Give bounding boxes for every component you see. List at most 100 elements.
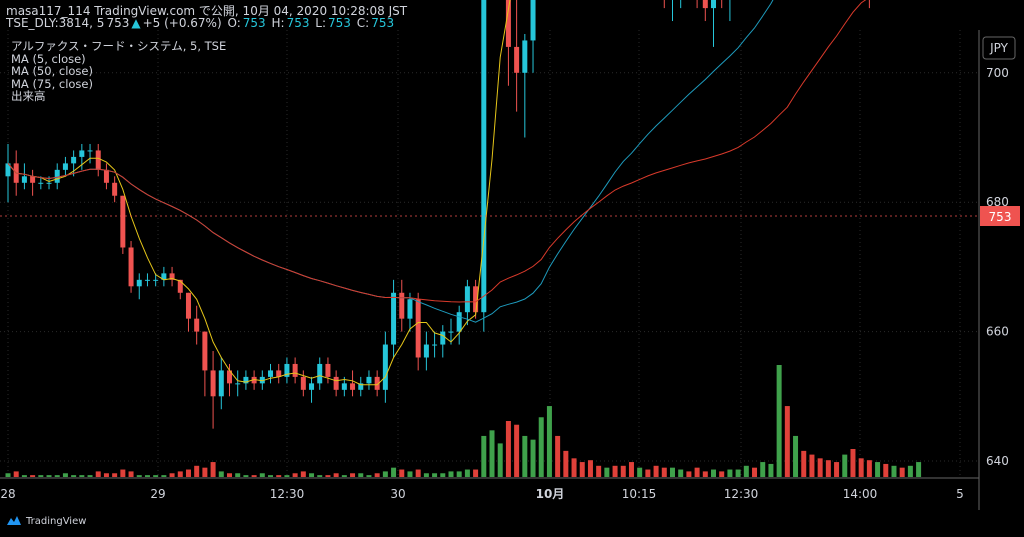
time-tick-label: 12:30 <box>724 487 759 501</box>
candle-body <box>251 376 257 384</box>
volume-bar <box>464 469 470 477</box>
low-label: L: <box>315 16 327 30</box>
volume-bar <box>325 475 331 477</box>
candle-body <box>243 376 249 384</box>
volume-bar <box>563 450 569 477</box>
volume-bar <box>669 467 675 477</box>
candle-body <box>194 318 200 332</box>
volume-bar <box>309 473 315 477</box>
volume-bar <box>571 458 577 477</box>
volume-bar <box>235 473 241 477</box>
candle-body <box>399 292 405 319</box>
candle-body <box>210 370 216 397</box>
change-arrow-icon: ▲ <box>131 16 141 30</box>
legend-volume[interactable]: 出来高 <box>11 89 46 103</box>
volume-bar <box>268 475 274 477</box>
candle-body <box>21 176 27 183</box>
candle-body <box>358 383 364 390</box>
last-price-value: 753 <box>106 16 130 30</box>
volume-bar <box>292 473 298 477</box>
volume-bar <box>497 443 503 477</box>
volume-bar <box>251 475 257 477</box>
candle-body <box>415 299 421 358</box>
candle-body <box>382 344 388 390</box>
high-label: H: <box>271 16 285 30</box>
close-value: 753 <box>371 16 395 30</box>
volume-bar <box>686 471 692 477</box>
volume-bar <box>218 471 224 477</box>
volume-bar <box>801 450 807 477</box>
volume-bar <box>645 469 651 477</box>
currency-badge[interactable]: JPY <box>982 36 1016 60</box>
volume-bar <box>350 473 356 477</box>
candle-body <box>177 279 183 293</box>
tradingview-brand[interactable]: TradingView <box>6 515 86 527</box>
candle-body <box>5 163 11 177</box>
candle-body <box>284 363 290 377</box>
volume-bar <box>128 471 134 477</box>
volume-bar <box>300 471 306 477</box>
open-label: O: <box>227 16 241 30</box>
volume-bar <box>432 473 438 477</box>
volume-bar <box>440 473 446 477</box>
tradingview-logo-icon <box>7 516 21 525</box>
volume-bar <box>866 460 872 477</box>
volume-bar <box>579 462 585 477</box>
volume-bar <box>95 471 101 477</box>
ma5-line <box>7 0 511 386</box>
volume-bar <box>760 462 766 477</box>
candle-body <box>185 292 191 319</box>
volume-bar <box>587 460 593 477</box>
candle-body <box>391 292 397 345</box>
volume-bar <box>875 462 881 477</box>
volume-bar <box>793 435 799 477</box>
volume-bar <box>448 471 454 477</box>
volume-bar <box>907 465 913 477</box>
candle-body <box>46 182 52 184</box>
volume-bar <box>62 473 68 477</box>
volume-bar <box>817 458 823 477</box>
volume-bar <box>637 467 643 477</box>
volume-bar <box>112 473 118 477</box>
volume-bar <box>341 475 347 477</box>
candle-body <box>530 0 536 41</box>
candle-body <box>448 331 454 333</box>
volume-bar <box>79 475 85 477</box>
legend-symbol-title: アルファクス・フード・システム, 5, TSE <box>11 39 227 53</box>
volume-bar <box>784 406 790 477</box>
time-tick-label: 30 <box>390 487 405 501</box>
candle-body <box>276 370 282 377</box>
candle-body <box>300 376 306 390</box>
candle-body <box>473 286 479 313</box>
legend-ma75[interactable]: MA (75, close) <box>11 76 93 91</box>
volume-bar <box>423 473 429 477</box>
volume-bar <box>834 462 840 477</box>
candle-body <box>38 182 44 184</box>
price-tick-label: 660 <box>986 325 1009 339</box>
legend-ma5[interactable]: MA (5, close) <box>11 51 86 66</box>
candle-body <box>54 169 60 183</box>
legend-ma50[interactable]: MA (50, close) <box>11 64 93 78</box>
candle-body <box>711 0 717 9</box>
candle-body <box>481 0 487 313</box>
volume-bar <box>711 469 717 477</box>
volume-bar <box>596 465 602 477</box>
candle-body <box>464 286 470 313</box>
volume-bar <box>71 475 77 477</box>
volume-bar <box>776 365 782 477</box>
volume-bar <box>382 471 388 477</box>
price-tick-label: 680 <box>986 195 1009 209</box>
volume-bar <box>226 473 232 477</box>
candle-body <box>87 150 93 152</box>
volume-bar <box>103 473 109 477</box>
open-value: 753 <box>242 16 266 30</box>
volume-bar <box>546 406 552 477</box>
volume-bar <box>743 465 749 477</box>
volume-bar <box>694 467 700 477</box>
candle-body <box>226 370 232 384</box>
candle-body <box>120 195 126 248</box>
volume-bar <box>243 475 249 477</box>
candle-body <box>79 150 85 157</box>
candle-body <box>702 0 708 9</box>
